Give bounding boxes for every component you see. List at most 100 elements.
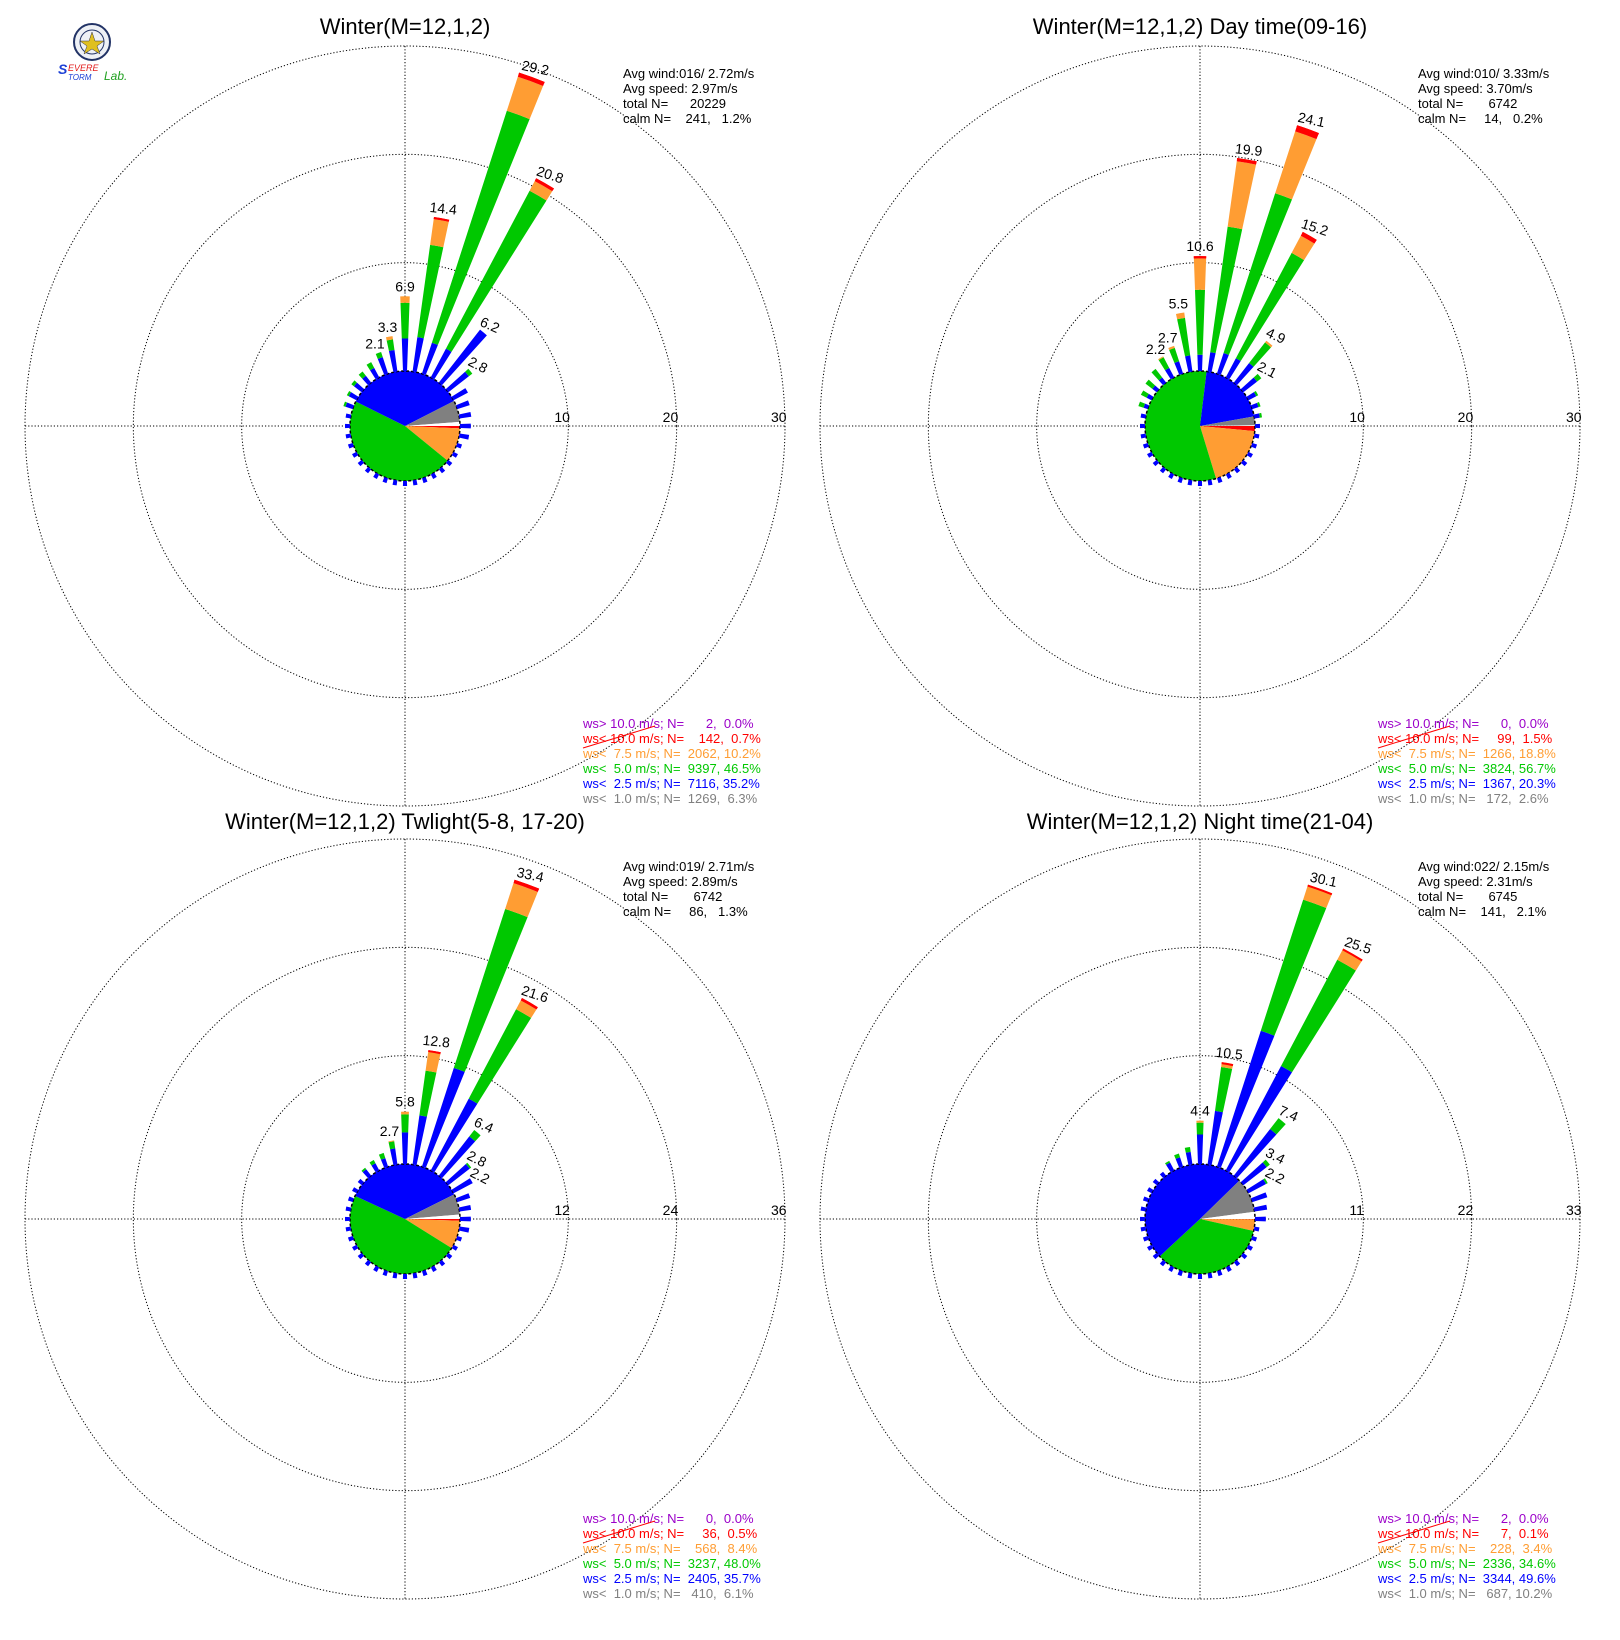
edge-tick (1142, 442, 1150, 449)
info-text: calm N= 241, 1.2% (623, 111, 752, 126)
bar-lt5 (1140, 390, 1149, 398)
bar-label: 4.9 (1264, 324, 1288, 347)
bar-label: 2.7 (1158, 329, 1178, 345)
edge-tick (430, 1265, 437, 1272)
bar-cap (518, 72, 545, 84)
bar-label: 2.8 (466, 353, 491, 376)
bar-lt5 (1177, 317, 1191, 357)
legend-entry: ws< 1.0 m/s; N= 687, 10.2% (1377, 1586, 1553, 1601)
bar-lt7-5 (400, 296, 410, 303)
bar-lt5 (1262, 1159, 1270, 1168)
edge-tick (1140, 1226, 1147, 1232)
bar-lt2-5 (1225, 1065, 1293, 1173)
ring-label: 24 (663, 1202, 679, 1218)
bar-cap (1296, 125, 1319, 135)
bar-lt5 (378, 1152, 386, 1160)
edge-tick (1168, 1265, 1175, 1272)
bar-lt2-5 (1240, 377, 1258, 393)
ring-label: 20 (663, 409, 679, 425)
edge-tick (345, 433, 352, 439)
bar-label: 2.7 (380, 1123, 400, 1139)
chart-title: Winter(M=12,1,2) (320, 14, 491, 39)
ring-label: 36 (771, 1202, 787, 1218)
legend-entry: ws< 1.0 m/s; N= 172, 2.6% (1377, 791, 1549, 806)
info-text: calm N= 14, 0.2% (1418, 111, 1543, 126)
bar-lt5 (366, 362, 375, 371)
bar-lt5 (417, 244, 444, 339)
bar-lt7-5 (430, 219, 449, 248)
bar-lt2-5 (459, 423, 471, 429)
edge-tick (1253, 1226, 1260, 1232)
edge-tick (412, 1272, 418, 1279)
bar-lt2-5 (438, 1136, 476, 1179)
bar-label: 6.2 (478, 313, 502, 336)
legend-entry: ws< 1.0 m/s; N= 1269, 6.3% (582, 791, 758, 806)
bar-lt2-5 (1250, 402, 1259, 410)
edge-tick (364, 1259, 372, 1267)
bar-lt2-5 (1216, 353, 1229, 376)
bar-lt5 (358, 371, 366, 379)
legend-entry: ws< 7.5 m/s; N= 568, 8.4% (582, 1541, 758, 1556)
bar-lt10 (1295, 125, 1319, 140)
bar-label: 24.1 (1297, 109, 1327, 130)
svg-text:EVERE: EVERE (68, 63, 100, 73)
edge-tick (412, 479, 418, 486)
edge-tick (345, 1206, 352, 1212)
bar-label: 5.8 (395, 1094, 415, 1110)
bar-lt5 (1263, 1178, 1268, 1185)
bar-lt7-5 (1291, 235, 1315, 261)
legend-strike (1377, 1520, 1451, 1544)
pie-lt10 (405, 1219, 460, 1221)
bar-lt7-5 (516, 1000, 537, 1018)
bar-lt2-5 (348, 392, 359, 401)
bar-lt7-5 (1158, 356, 1164, 361)
bar-lt5 (469, 1130, 481, 1142)
edge-tick (352, 1187, 359, 1194)
legend-entry: ws< 1.0 m/s; N= 410, 6.1% (582, 1586, 754, 1601)
pie-lt2-5 (1144, 1164, 1240, 1257)
legend-entry: ws< 2.5 m/s; N= 1367, 20.3% (1377, 776, 1556, 791)
pie-lt1 (1200, 1180, 1255, 1219)
bar-lt2-5 (1166, 1162, 1175, 1173)
bar-label: 2.2 (468, 1164, 493, 1187)
edge-tick (1197, 480, 1203, 487)
edge-tick (347, 1196, 355, 1203)
legend-entry: ws< 5.0 m/s; N= 9397, 46.5% (582, 761, 761, 776)
bar-cap (1342, 948, 1363, 962)
pie-lt10 (1200, 426, 1255, 432)
edge-tick (1159, 1259, 1167, 1267)
bar-lt5 (361, 1167, 367, 1173)
edge-tick (373, 1265, 380, 1272)
edge-tick (1250, 1235, 1258, 1242)
bar-lt2-5 (1225, 358, 1241, 380)
edge-tick (1140, 433, 1147, 439)
pie-lt5 (349, 401, 448, 482)
pie-lt7-5 (405, 1219, 460, 1249)
grid-ring (132, 946, 678, 1492)
pie-lt7-5 (1200, 1219, 1255, 1231)
lab-logo: S EVERE TORM Lab. (52, 22, 144, 86)
ring-label: 22 (1458, 1202, 1474, 1218)
bar-lt5 (1145, 379, 1156, 389)
bar-lt5 (1270, 1118, 1286, 1135)
bar-lt2-5 (1185, 355, 1193, 373)
bar-lt2-5 (455, 1193, 471, 1203)
bar-lt7-5 (1175, 312, 1185, 320)
legend-strike (582, 725, 656, 749)
legend-entry: ws< 2.5 m/s; N= 2405, 35.7% (582, 1571, 761, 1586)
info-text: Avg speed: 2.89m/s (623, 874, 738, 889)
bar-lt5 (465, 368, 473, 377)
edge-tick (1197, 1273, 1203, 1279)
bar-label: 3.3 (378, 319, 398, 335)
bar-lt2-5 (458, 411, 472, 419)
bar-label: 5.5 (1169, 295, 1189, 311)
legend-strike (1377, 725, 1451, 749)
svg-text:Lab.: Lab. (104, 69, 127, 83)
bar-lt2-5 (1152, 385, 1160, 393)
edge-tick (345, 423, 351, 429)
grid-ring (241, 1055, 569, 1383)
info-text: Avg wind:022/ 2.15m/s (1418, 859, 1550, 874)
bar-lt7-5 (1275, 131, 1317, 200)
bar-lt2-5 (362, 1169, 372, 1179)
